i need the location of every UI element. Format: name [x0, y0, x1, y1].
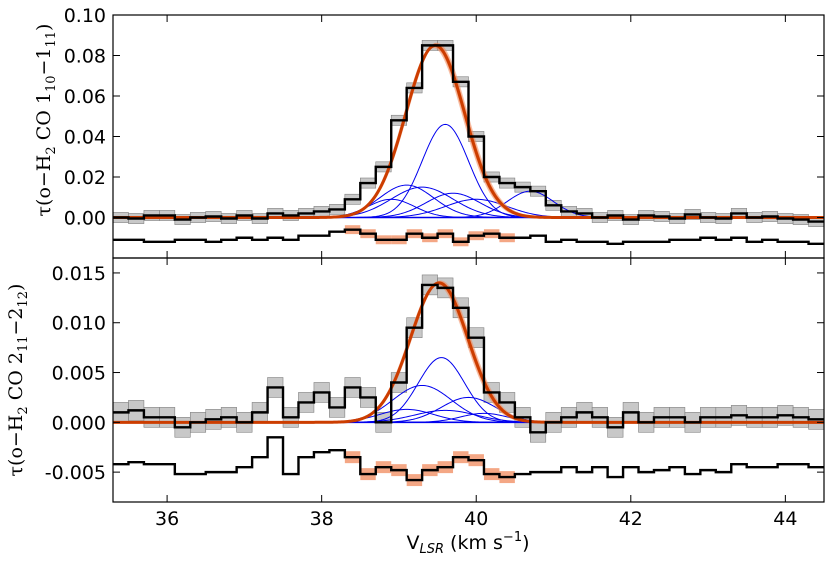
top-y-axis-title: τ(o−H2 CO 110−111) — [33, 24, 59, 217]
bottom-y-tick-label: -0.005 — [45, 462, 106, 484]
x-axis-title: VLSR (km s−1) — [406, 530, 529, 557]
x-tick-label: 40 — [464, 508, 488, 530]
bottom-panel: -0.005 0.000 0.005 0.010 0.015 36 38 40 42 44 — [45, 257, 825, 530]
x-tick-label: 44 — [773, 508, 797, 530]
bottom-y-axis-title: τ(o−H2 CO 211−212) — [5, 284, 31, 477]
bottom-fit-total — [113, 281, 824, 424]
top-y-tick-label: 0.00 — [64, 208, 106, 230]
bottom-residual-line — [113, 436, 824, 482]
bottom-y-tick-label: 0.015 — [52, 263, 106, 285]
bottom-y-tick-label: 0.005 — [52, 363, 106, 385]
top-spectrum-line — [113, 44, 824, 223]
bottom-axes-frame — [112, 257, 825, 503]
x-tick-label: 36 — [155, 508, 179, 530]
bottom-y-tick-label: 0.010 — [52, 313, 106, 335]
top-plot-area — [113, 40, 824, 247]
x-tick-label: 42 — [619, 508, 643, 530]
top-y-tick-label: 0.08 — [64, 46, 106, 68]
bottom-y-tick-label: 0.000 — [52, 412, 106, 434]
top-y-tick-label: 0.06 — [64, 86, 106, 108]
top-y-tick-label: 0.10 — [64, 5, 106, 27]
top-y-tick-label: 0.04 — [64, 127, 106, 149]
bottom-plot-area — [113, 274, 824, 487]
bottom-spectrum-line — [113, 283, 824, 434]
top-residual-line — [113, 228, 824, 246]
x-tick-label: 38 — [310, 508, 334, 530]
top-panel: 0.00 0.02 0.04 0.06 0.08 0.10 — [64, 5, 825, 259]
top-y-tick-label: 0.02 — [64, 167, 106, 189]
